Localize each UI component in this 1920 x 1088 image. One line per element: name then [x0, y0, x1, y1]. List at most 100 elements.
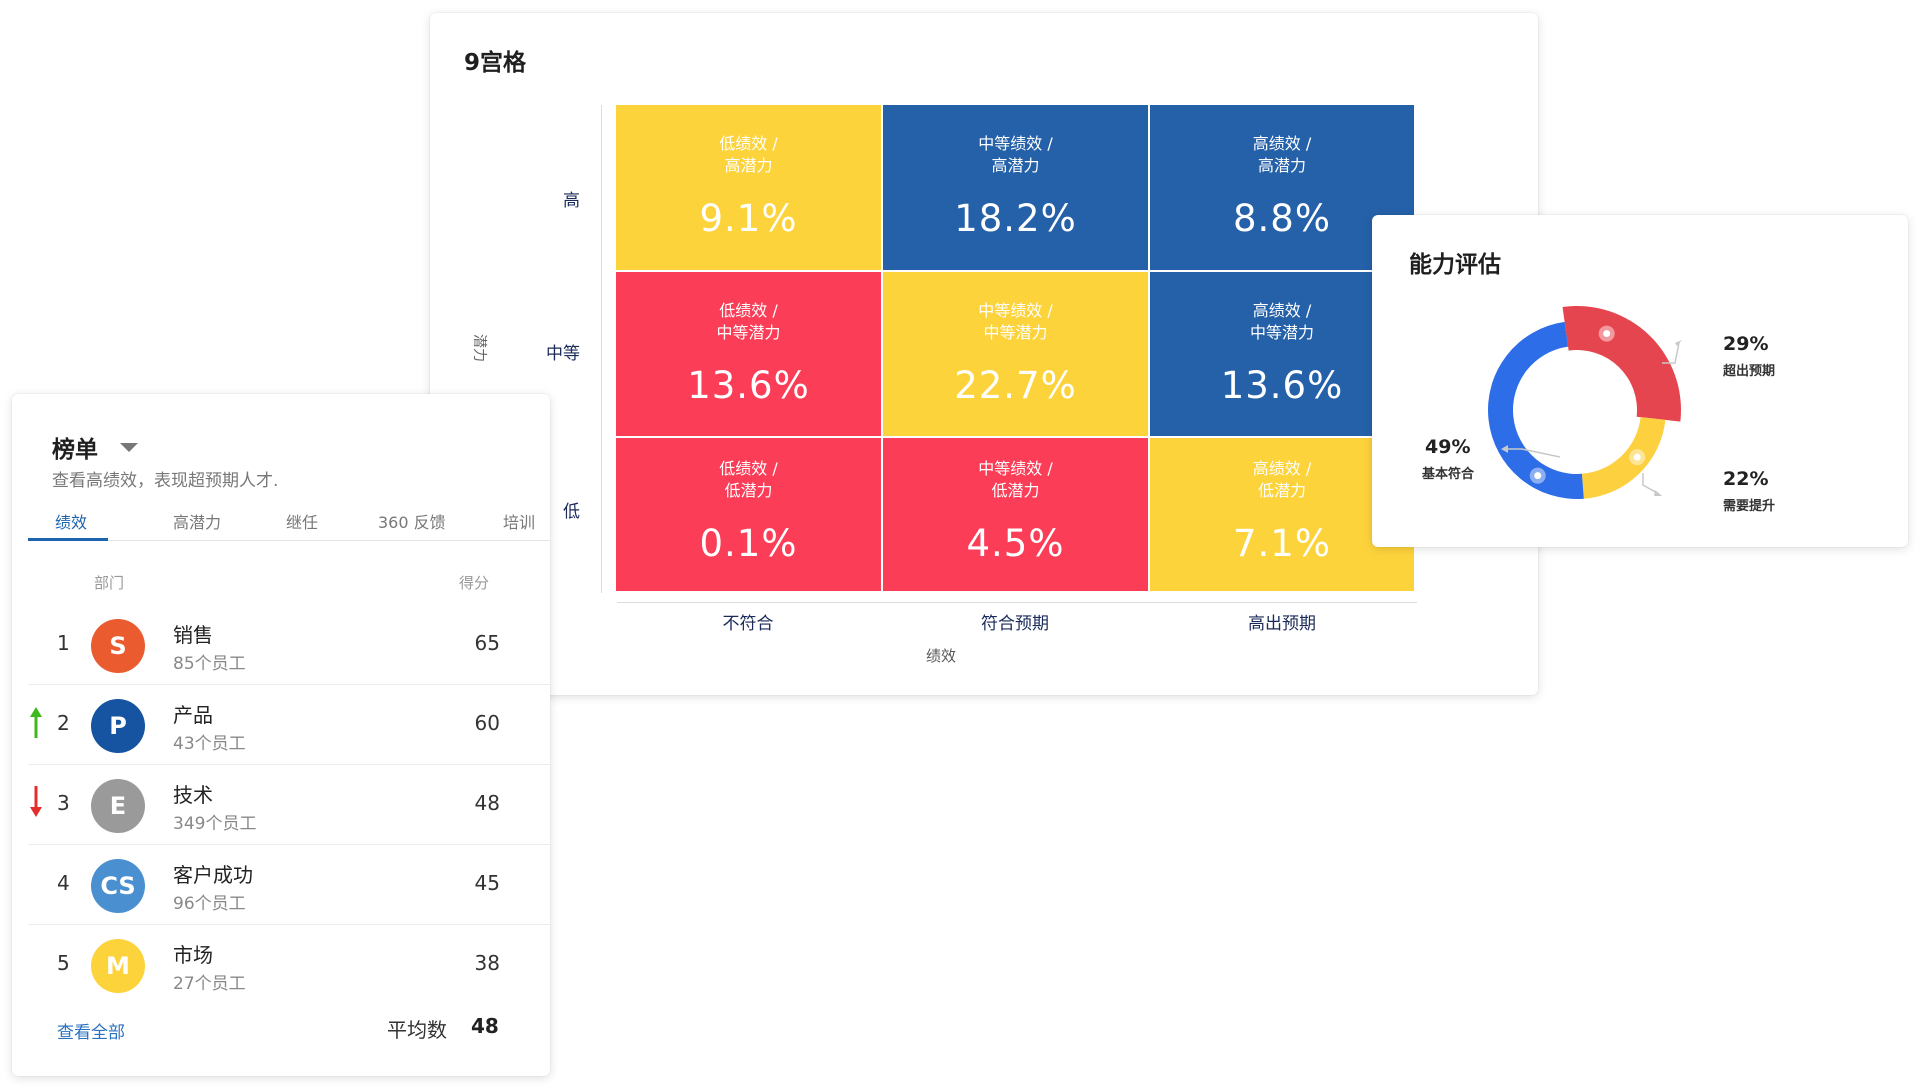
rank-number: 5 [57, 951, 70, 975]
ranking-title: 榜单 [52, 437, 98, 463]
view-all-link[interactable]: 查看全部 [57, 1023, 125, 1043]
active-tab-indicator [28, 538, 108, 541]
rank-number: 3 [57, 791, 70, 815]
leader-arrow [1654, 490, 1662, 496]
score-value: 38 [474, 951, 500, 975]
employee-count: 27个员工 [173, 974, 246, 994]
department-name: 市场 [173, 943, 213, 967]
avatar: P [91, 699, 145, 753]
column-header-score: 得分 [459, 574, 490, 592]
cell-perf-label: 高绩效 / [1252, 459, 1312, 478]
segment-percent: 49% [1425, 436, 1471, 458]
grid-cell[interactable]: 高绩效 / 低潜力 7.1% [1150, 438, 1414, 591]
cell-potential-label: 低潜力 [991, 481, 1040, 500]
leader-line [1662, 342, 1680, 364]
cell-perf-label: 低绩效 / [719, 301, 778, 320]
rank-number: 1 [57, 631, 70, 655]
y-tick-medium: 中等 [546, 344, 580, 364]
department-name: 技术 [173, 783, 213, 807]
chevron-down-icon[interactable] [120, 443, 138, 452]
ranking-subtitle: 查看高绩效，表现超预期人才. [52, 471, 279, 491]
nine-grid-card: 9宫格 潜力 高 中等 低 低绩效 / 高潜力 9.1% 中等绩效 / 高潜力 18.2… [430, 13, 1538, 695]
average-label: 平均数 [387, 1018, 447, 1042]
table-row[interactable]: 3 E 技术 349个员工 48 [12, 765, 550, 845]
department-name: 销售 [173, 623, 213, 647]
cell-percent: 13.6% [1220, 364, 1344, 407]
y-tick-high: 高 [563, 191, 580, 211]
cell-perf-label: 高绩效 / [1252, 301, 1312, 320]
cell-potential-label: 高潜力 [1257, 156, 1306, 175]
x-tick-below: 不符合 [722, 614, 774, 634]
tab-succession[interactable]: 继任 [286, 513, 319, 532]
arrow-down-icon [30, 786, 42, 817]
score-value: 45 [474, 871, 500, 895]
row-divider [28, 844, 550, 845]
capability-title: 能力评估 [1409, 252, 1501, 278]
rank-number: 2 [57, 711, 70, 735]
donut-segment[interactable] [1562, 306, 1681, 422]
score-value: 60 [474, 711, 500, 735]
score-value: 48 [474, 791, 500, 815]
employee-count: 43个员工 [173, 734, 246, 754]
cell-potential-label: 高潜力 [724, 156, 773, 175]
tab-training[interactable]: 培训 [503, 513, 536, 532]
segment-marker [1534, 472, 1542, 480]
score-value: 65 [474, 631, 500, 655]
segment-label: 基本符合 [1422, 467, 1475, 482]
segment-marker [1633, 453, 1641, 461]
grid-cell[interactable]: 中等绩效 / 低潜力 4.5% [883, 438, 1148, 591]
cell-perf-label: 低绩效 / [719, 134, 778, 153]
table-row[interactable]: 4 CS 客户成功 96个员工 45 [12, 845, 550, 925]
arrow-up-icon [30, 707, 42, 738]
row-divider [28, 684, 550, 685]
cell-potential-label: 中等潜力 [716, 323, 781, 342]
cell-percent: 7.1% [1233, 522, 1331, 565]
table-row[interactable]: 5 M 市场 27个员工 38 [12, 925, 550, 1005]
cell-potential-label: 低潜力 [1257, 481, 1306, 500]
column-header-dept: 部门 [94, 574, 125, 592]
tab-high-potential[interactable]: 高潜力 [173, 513, 222, 532]
grid-cell[interactable]: 低绩效 / 低潜力 0.1% [616, 438, 881, 591]
rank-number: 4 [57, 871, 70, 895]
department-name: 产品 [173, 703, 213, 727]
grid-cell[interactable]: 低绩效 / 中等潜力 13.6% [616, 272, 881, 436]
leader-arrow [1501, 445, 1508, 453]
cell-potential-label: 高潜力 [991, 156, 1040, 175]
table-row[interactable]: 2 P 产品 43个员工 60 [12, 685, 550, 765]
cell-potential-label: 低潜力 [724, 481, 773, 500]
cell-perf-label: 中等绩效 / [978, 459, 1053, 478]
avatar: E [91, 779, 145, 833]
donut-segment[interactable] [1487, 321, 1584, 499]
grid-cell[interactable]: 高绩效 / 中等潜力 13.6% [1150, 272, 1414, 436]
cell-percent: 4.5% [966, 522, 1065, 565]
nine-grid: 低绩效 / 高潜力 9.1% 中等绩效 / 高潜力 18.2% 高绩效 / 高潜力 8.8%… [616, 105, 1416, 591]
grid-cell[interactable]: 中等绩效 / 高潜力 18.2% [883, 105, 1148, 270]
segment-percent: 29% [1723, 333, 1769, 355]
segment-marker [1603, 330, 1611, 338]
grid-cell[interactable]: 高绩效 / 高潜力 8.8% [1150, 105, 1414, 270]
cell-percent: 8.8% [1233, 197, 1331, 240]
segment-label: 超出预期 [1723, 364, 1776, 379]
grid-cell[interactable]: 中等绩效 / 中等潜力 22.7% [883, 272, 1148, 436]
cell-potential-label: 中等潜力 [983, 323, 1048, 342]
row-divider [28, 924, 550, 925]
table-row[interactable]: 1 S 销售 85个员工 65 [12, 605, 550, 685]
tab-360-feedback[interactable]: 360 反馈 [378, 513, 446, 532]
employee-count: 85个员工 [173, 654, 246, 674]
x-tick-meets: 符合预期 [981, 614, 1049, 634]
ranking-tabs: 绩效 高潜力 继任 360 反馈 培训 [28, 500, 550, 541]
cell-perf-label: 高绩效 / [1252, 134, 1312, 153]
ranking-card: 榜单 查看高绩效，表现超预期人才. 绩效 高潜力 继任 360 反馈 培训 部门… [12, 394, 550, 1076]
cell-perf-label: 中等绩效 / [978, 134, 1053, 153]
row-divider [28, 764, 550, 765]
donut-segment[interactable] [1581, 417, 1666, 499]
grid-cell[interactable]: 低绩效 / 高潜力 9.1% [616, 105, 881, 270]
nine-grid-title: 9宫格 [464, 50, 527, 76]
cell-potential-label: 中等潜力 [1249, 323, 1314, 342]
cell-percent: 0.1% [699, 522, 798, 565]
cell-percent: 22.7% [954, 364, 1077, 407]
leader-line [1505, 448, 1561, 458]
cell-percent: 13.6% [687, 364, 810, 407]
tab-performance[interactable]: 绩效 [55, 513, 88, 532]
avatar: M [91, 939, 145, 993]
